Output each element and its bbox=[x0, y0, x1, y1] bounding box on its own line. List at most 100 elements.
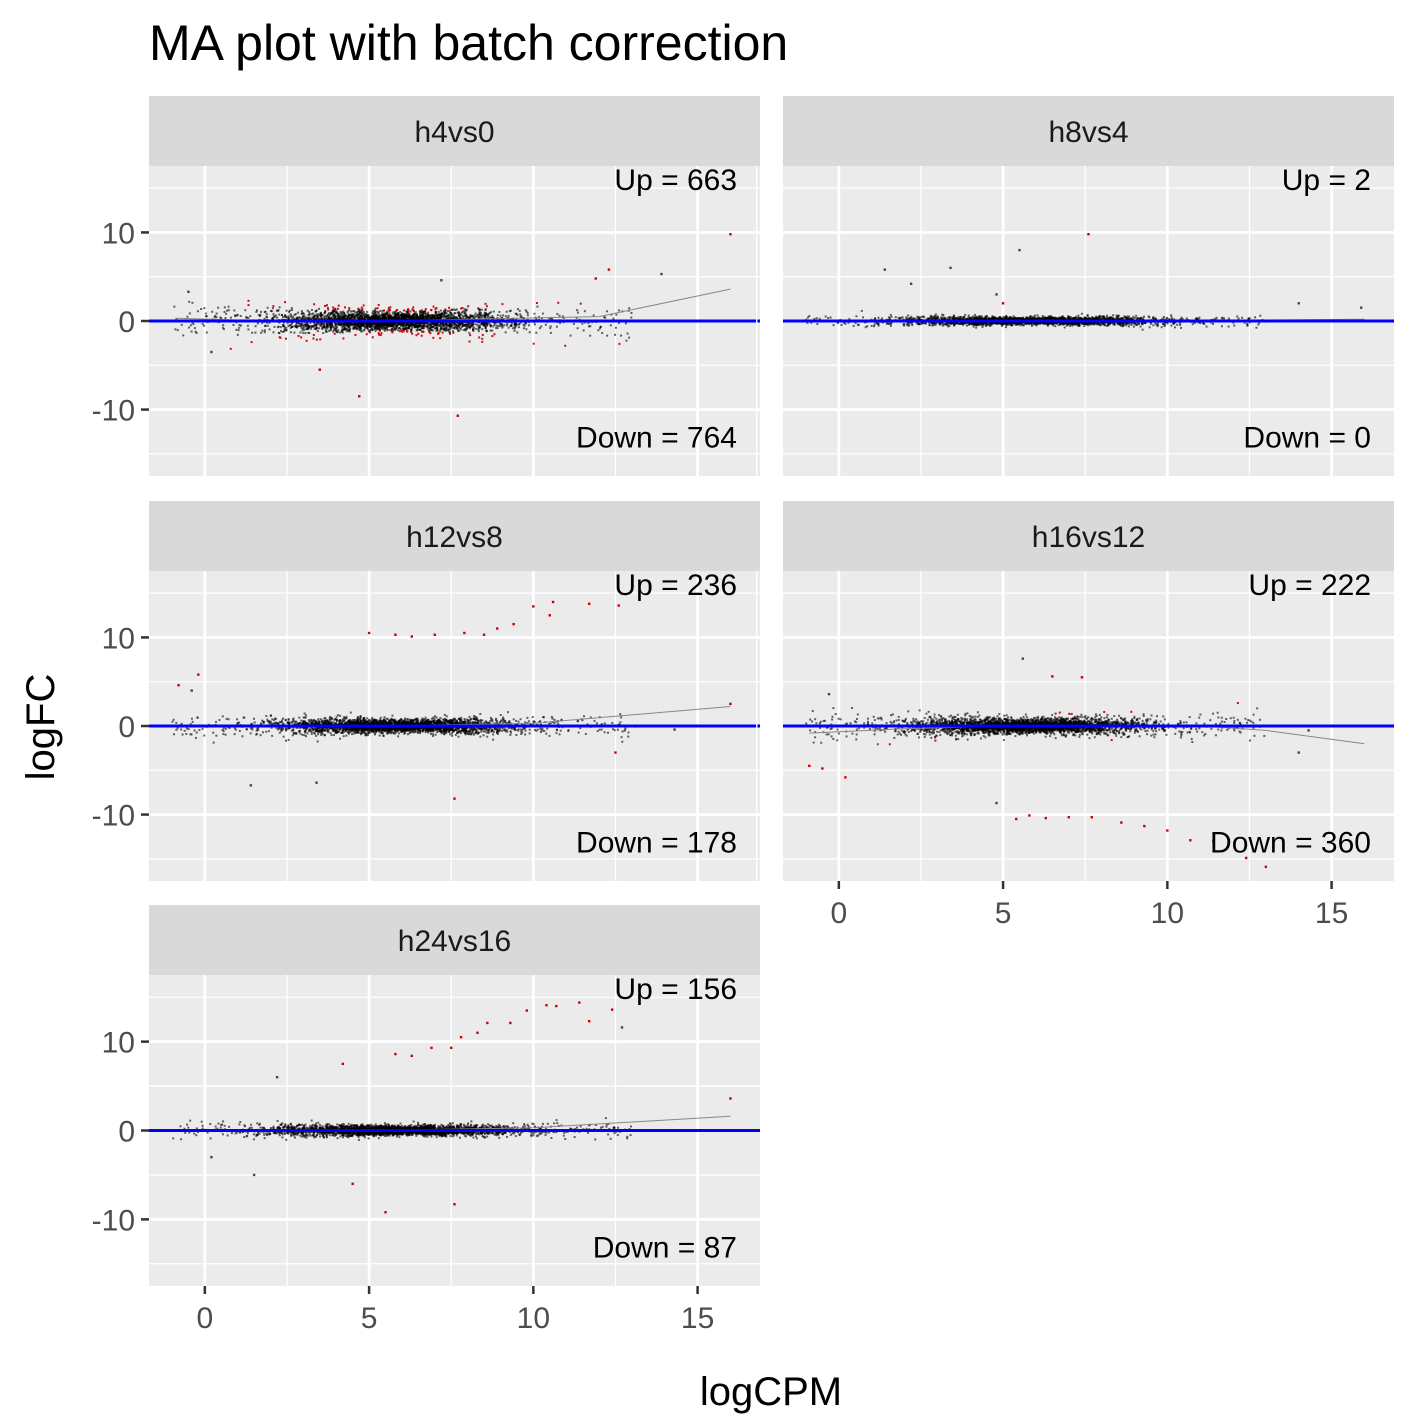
point bbox=[511, 317, 514, 320]
point bbox=[581, 322, 584, 325]
point bbox=[442, 312, 445, 315]
point bbox=[474, 327, 477, 330]
point bbox=[367, 330, 370, 333]
point bbox=[246, 324, 249, 327]
point bbox=[223, 311, 226, 314]
point bbox=[324, 329, 327, 332]
point-significant bbox=[297, 334, 300, 337]
point bbox=[517, 326, 520, 329]
point bbox=[417, 315, 420, 318]
point-significant bbox=[441, 331, 444, 334]
point bbox=[282, 316, 285, 319]
point-significant-outlier bbox=[607, 268, 611, 271]
point bbox=[541, 312, 544, 315]
point bbox=[308, 324, 311, 327]
point bbox=[381, 312, 384, 315]
point bbox=[561, 315, 564, 318]
point bbox=[1154, 322, 1157, 325]
point-significant bbox=[435, 307, 438, 310]
point bbox=[349, 314, 352, 317]
point bbox=[837, 322, 840, 325]
point bbox=[466, 325, 469, 328]
point-significant bbox=[485, 305, 488, 308]
point bbox=[1077, 314, 1080, 317]
point bbox=[890, 315, 893, 318]
point bbox=[352, 322, 355, 325]
point bbox=[282, 323, 285, 326]
point bbox=[438, 314, 441, 317]
point bbox=[470, 314, 473, 317]
point-significant bbox=[324, 304, 327, 307]
point bbox=[186, 315, 189, 318]
point bbox=[405, 322, 408, 325]
point bbox=[281, 314, 284, 317]
point bbox=[485, 329, 488, 332]
point bbox=[464, 324, 467, 327]
point bbox=[479, 326, 482, 329]
point bbox=[378, 314, 381, 317]
point bbox=[1214, 317, 1217, 320]
point bbox=[404, 328, 407, 331]
point bbox=[495, 324, 498, 327]
point bbox=[1030, 324, 1033, 327]
point bbox=[428, 326, 431, 329]
point bbox=[1137, 321, 1140, 324]
point bbox=[344, 328, 347, 331]
point-significant bbox=[380, 332, 383, 335]
point bbox=[308, 318, 311, 321]
point bbox=[296, 325, 299, 328]
point bbox=[355, 323, 358, 326]
point bbox=[1131, 321, 1134, 324]
point bbox=[330, 325, 333, 328]
point bbox=[449, 322, 452, 325]
point bbox=[425, 316, 428, 319]
point bbox=[354, 313, 357, 316]
point bbox=[238, 326, 241, 329]
point bbox=[275, 314, 278, 317]
point bbox=[412, 312, 415, 315]
point bbox=[321, 328, 324, 331]
point bbox=[335, 310, 338, 313]
point bbox=[598, 327, 601, 330]
point bbox=[998, 316, 1001, 319]
point bbox=[316, 314, 319, 317]
point bbox=[287, 315, 290, 318]
point bbox=[375, 314, 378, 317]
point bbox=[302, 331, 305, 334]
point bbox=[829, 316, 832, 319]
point bbox=[430, 329, 433, 332]
point bbox=[429, 327, 432, 330]
point bbox=[507, 326, 510, 329]
point-significant bbox=[313, 303, 316, 306]
point bbox=[329, 317, 332, 320]
point bbox=[318, 323, 321, 326]
point bbox=[881, 317, 884, 320]
point bbox=[390, 327, 393, 330]
point bbox=[1199, 322, 1202, 325]
point bbox=[427, 322, 430, 325]
point-significant bbox=[452, 331, 455, 334]
point bbox=[625, 339, 628, 342]
point bbox=[453, 323, 456, 326]
point bbox=[470, 325, 473, 328]
point bbox=[1110, 316, 1113, 319]
point bbox=[415, 329, 418, 332]
point bbox=[810, 321, 813, 324]
point bbox=[459, 317, 462, 320]
point bbox=[359, 309, 362, 312]
point bbox=[393, 327, 396, 330]
point bbox=[383, 315, 386, 318]
point bbox=[449, 328, 452, 331]
point-significant bbox=[481, 333, 484, 336]
point bbox=[287, 325, 290, 328]
point bbox=[411, 317, 414, 320]
point bbox=[1136, 317, 1139, 320]
point bbox=[325, 330, 328, 333]
point bbox=[317, 307, 320, 310]
point bbox=[254, 331, 257, 334]
point bbox=[301, 325, 304, 328]
point bbox=[361, 317, 364, 320]
point bbox=[815, 317, 818, 320]
point bbox=[290, 307, 293, 310]
point bbox=[1033, 315, 1036, 318]
